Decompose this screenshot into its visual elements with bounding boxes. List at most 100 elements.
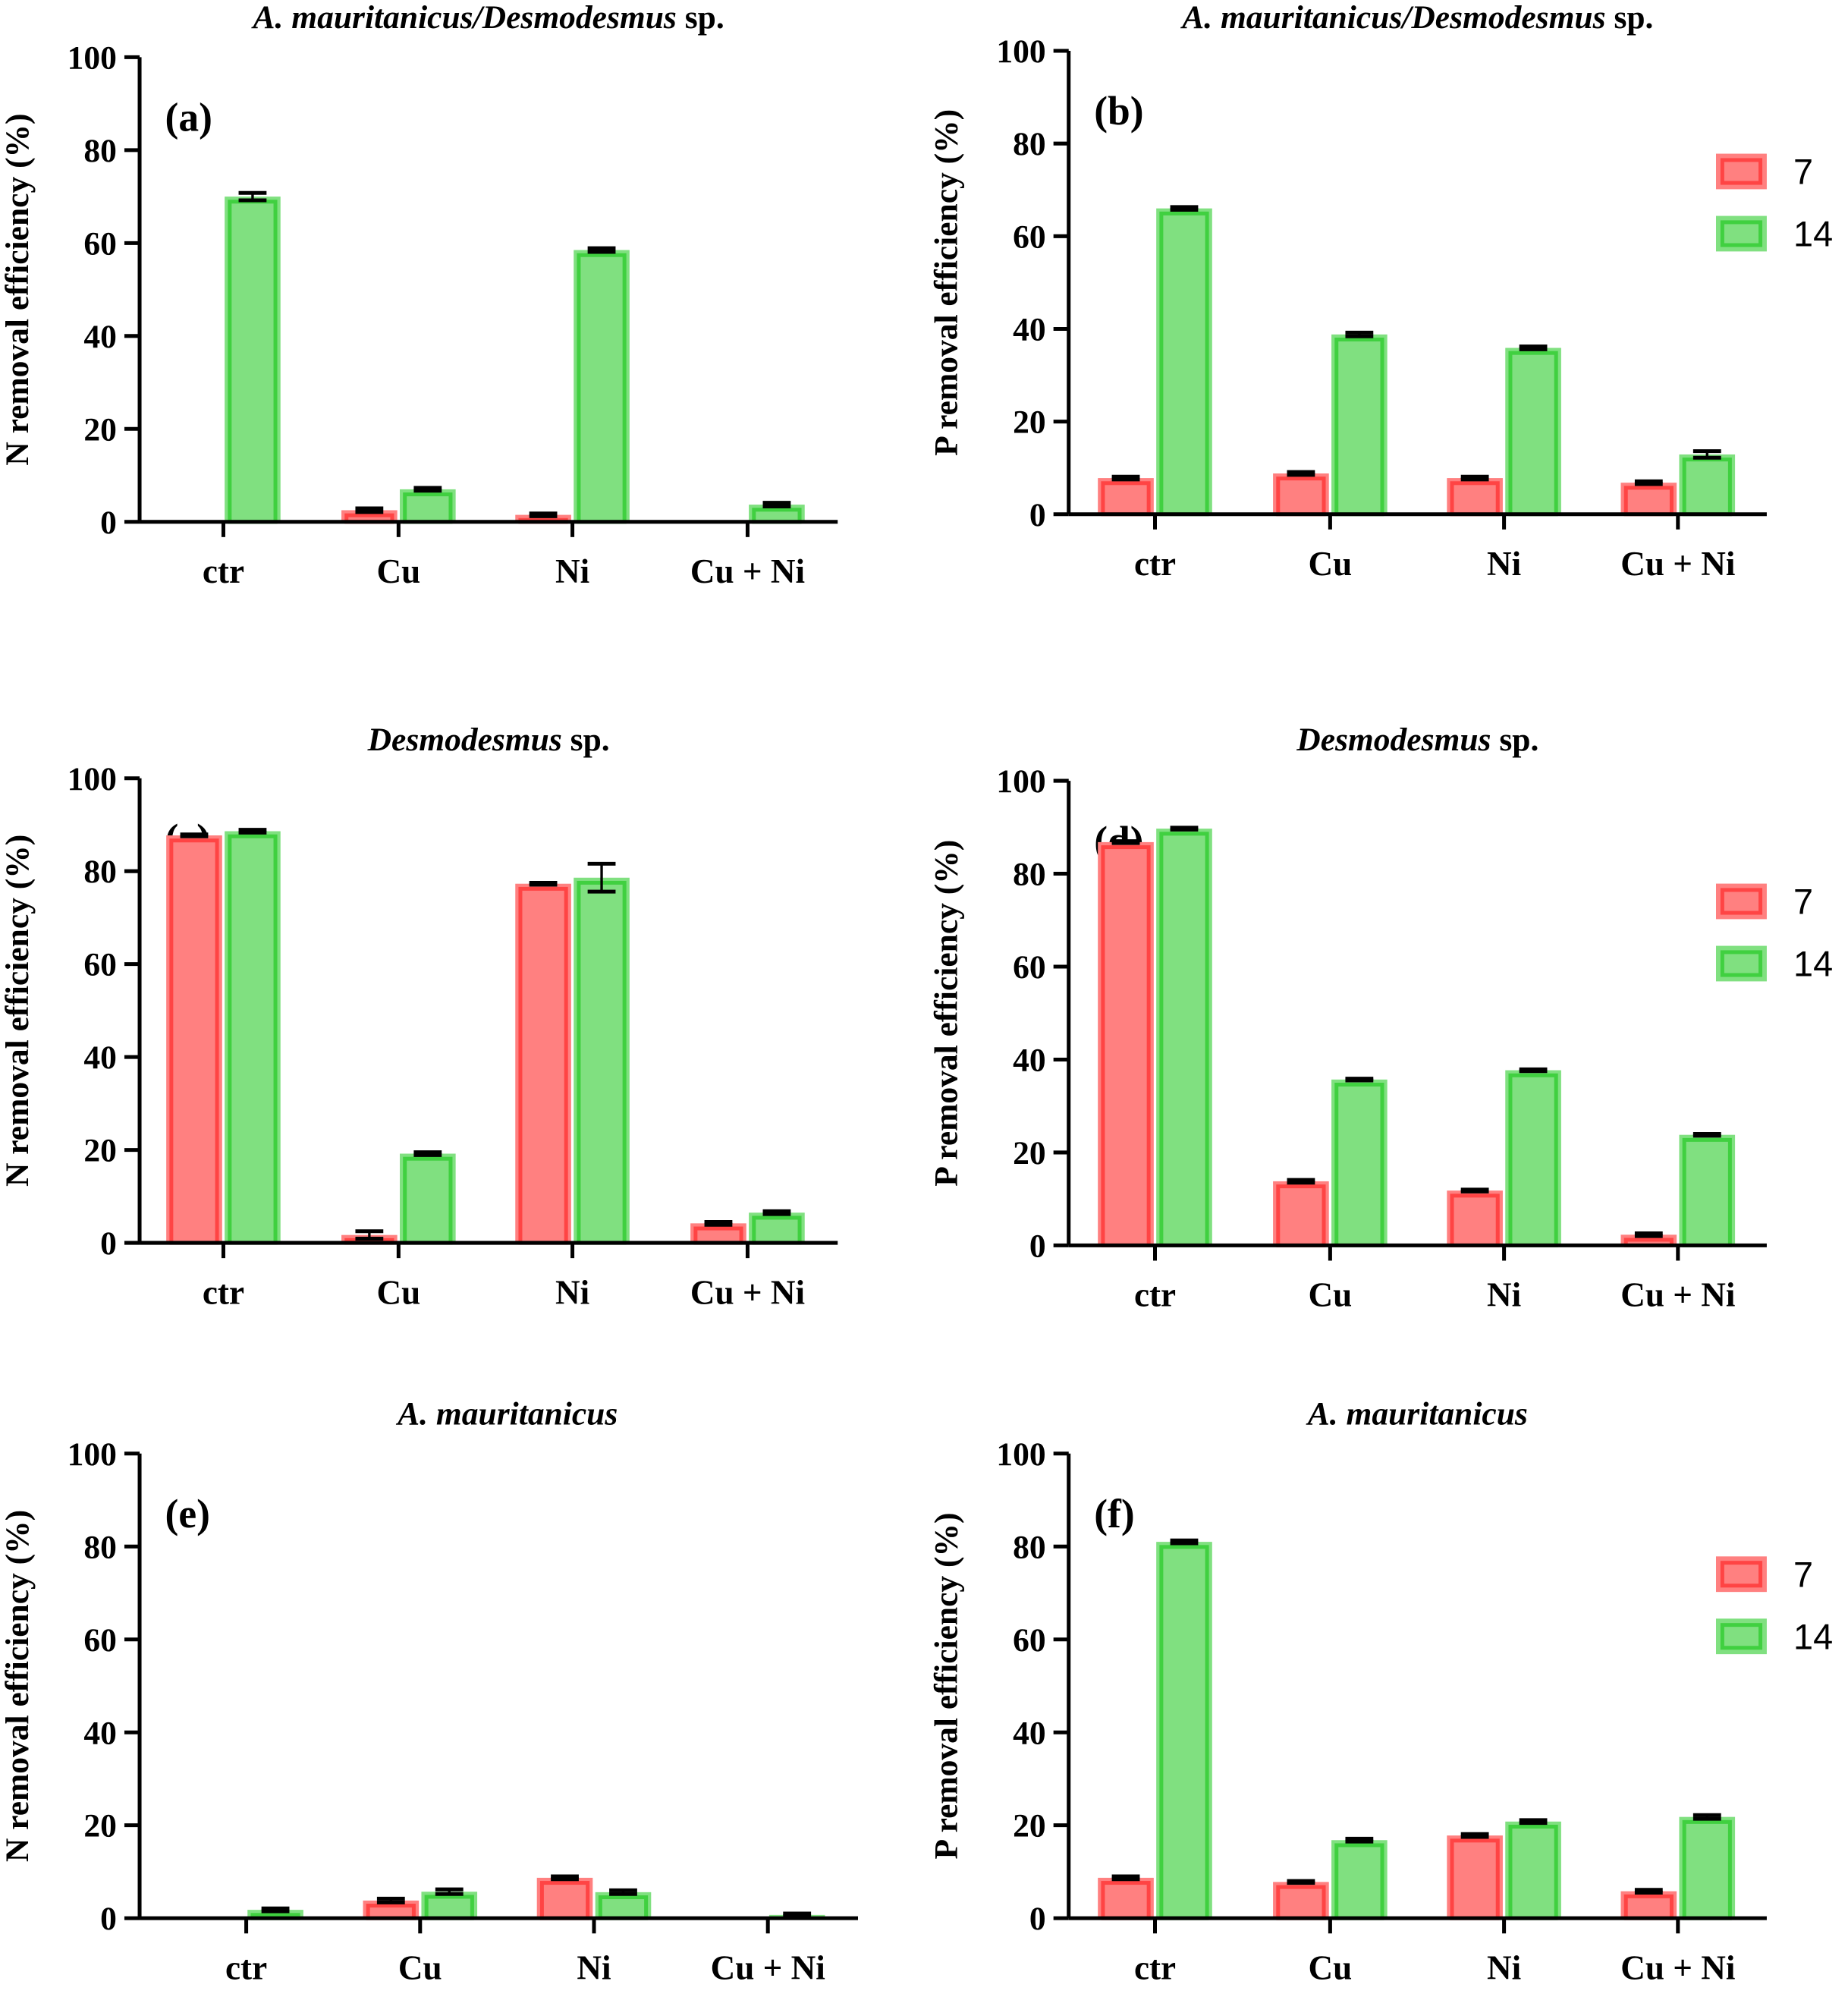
bar-day14-Cu + Ni bbox=[1679, 1134, 1736, 1246]
chart-title: Desmodesmus sp. bbox=[367, 722, 610, 758]
x-tick-label: ctr bbox=[1134, 1948, 1176, 1986]
chart-title-italic: Desmodesmus bbox=[367, 722, 562, 758]
y-tick-label: 100 bbox=[68, 761, 117, 797]
y-tick-label: 20 bbox=[83, 1133, 117, 1169]
y-axis-label: N removal efficiency (%) bbox=[0, 835, 36, 1187]
x-tick-label: Cu bbox=[376, 1273, 420, 1311]
x-tick-label: ctr bbox=[203, 552, 244, 590]
chart-panel-d: Desmodesmus sp.(d)P removal efficiency (… bbox=[929, 722, 1834, 1314]
x-tick-label: Ni bbox=[555, 552, 589, 590]
y-tick-label: 40 bbox=[83, 319, 117, 355]
x-tick-label: Cu + Ni bbox=[1620, 1948, 1735, 1986]
bar-day7-Ni bbox=[1447, 1835, 1503, 1919]
chart-panel-a: A. mauritanicus/Desmodesmus sp. (a) N remo… bbox=[0, 0, 838, 590]
chart-title: A. mauritanicus bbox=[395, 1395, 618, 1432]
x-tick-label: Cu + Ni bbox=[711, 1948, 825, 1986]
y-tick-label: 80 bbox=[1013, 857, 1046, 893]
y-tick-label: 80 bbox=[83, 854, 117, 890]
y-tick-label: 60 bbox=[83, 947, 117, 983]
chart-title-plain: sp. bbox=[562, 722, 610, 758]
x-tick-label: Cu bbox=[376, 552, 420, 590]
y-axis-label: N removal efficiency (%) bbox=[0, 113, 36, 465]
legend-swatch-outline bbox=[1720, 888, 1763, 915]
y-tick-label: 100 bbox=[68, 1436, 117, 1473]
chart-title: A. mauritanicus/Desmodesmus sp. bbox=[251, 0, 724, 36]
bar-day14-ctr bbox=[1156, 1542, 1212, 1919]
y-axis-label: P removal efficiency (%) bbox=[929, 109, 965, 456]
chart-title-italic: Desmodesmus bbox=[1296, 722, 1491, 758]
legend-label-7: 7 bbox=[1793, 1555, 1813, 1594]
bar-day14-Cu + Ni bbox=[1679, 1816, 1736, 1919]
legend-swatch-outline bbox=[1720, 1623, 1763, 1650]
x-tick-label: Ni bbox=[1487, 1276, 1521, 1314]
panel-label: (e) bbox=[165, 1491, 210, 1536]
panel-label: (f) bbox=[1094, 1491, 1134, 1536]
x-tick-label: ctr bbox=[1134, 545, 1176, 583]
y-axis-label: N removal efficiency (%) bbox=[0, 1510, 36, 1862]
chart-title: A. mauritanicus/Desmodesmus sp. bbox=[1180, 0, 1653, 36]
y-tick-label: 60 bbox=[1013, 219, 1046, 255]
x-tick-label: Cu + Ni bbox=[690, 552, 805, 590]
y-tick-label: 0 bbox=[1029, 1228, 1046, 1264]
y-tick-label: 60 bbox=[1013, 1622, 1046, 1659]
y-tick-label: 20 bbox=[1013, 404, 1046, 441]
chart-panel-f: A. mauritanicus (f) P removal efficiency (… bbox=[929, 1395, 1834, 1986]
legend-swatch-outline bbox=[1720, 950, 1763, 977]
x-tick-label: ctr bbox=[203, 1273, 244, 1311]
x-tick-label: Ni bbox=[555, 1273, 589, 1311]
x-tick-label: ctr bbox=[1134, 1276, 1176, 1314]
bar-day7-ctr bbox=[1098, 841, 1154, 1246]
bar-day14-Ni bbox=[1505, 348, 1561, 514]
y-tick-label: 60 bbox=[83, 225, 117, 262]
y-tick-label: 0 bbox=[1029, 497, 1046, 533]
x-tick-label: Ni bbox=[1487, 1948, 1521, 1986]
y-tick-label: 0 bbox=[100, 505, 117, 541]
bar-day14-Ni bbox=[1505, 1070, 1561, 1246]
y-tick-label: 100 bbox=[68, 39, 117, 76]
legend-label-14: 14 bbox=[1793, 1617, 1833, 1656]
bar-day14-Ni bbox=[574, 877, 630, 1244]
y-tick-label: 20 bbox=[83, 1808, 117, 1844]
bar-day7-Ni bbox=[1447, 1190, 1503, 1246]
panel-label: (a) bbox=[165, 94, 212, 140]
chart-title-italic: A. mauritanicus/Desmodesmus bbox=[1180, 0, 1605, 36]
legend-label-14: 14 bbox=[1793, 215, 1833, 254]
y-tick-label: 40 bbox=[1013, 1715, 1046, 1751]
x-tick-label: ctr bbox=[225, 1948, 267, 1986]
y-tick-label: 80 bbox=[1013, 1529, 1046, 1565]
chart-title-plain: sp. bbox=[1606, 0, 1654, 36]
y-tick-label: 60 bbox=[1013, 949, 1046, 986]
x-tick-label: Ni bbox=[577, 1948, 611, 1986]
y-tick-label: 0 bbox=[100, 1901, 117, 1937]
y-tick-label: 40 bbox=[83, 1715, 117, 1751]
y-axis-label: P removal efficiency (%) bbox=[929, 1512, 965, 1859]
x-tick-label: Cu + Ni bbox=[1620, 1276, 1735, 1314]
legend-swatch-outline bbox=[1720, 1561, 1763, 1588]
chart-title: A. mauritanicus bbox=[1306, 1395, 1528, 1432]
chart-title-plain: sp. bbox=[1491, 722, 1538, 758]
y-tick-label: 0 bbox=[100, 1225, 117, 1262]
chart-panel-e: A. mauritanicus (e) N removal efficiency (… bbox=[0, 1395, 858, 1986]
panel-label: (b) bbox=[1094, 88, 1143, 134]
bar-day14-Cu bbox=[1331, 1840, 1388, 1919]
bar-day14-Cu bbox=[1331, 334, 1388, 514]
chart-title-italic: A. mauritanicus/Desmodesmus bbox=[251, 0, 677, 36]
bar-day14-Ni bbox=[574, 250, 630, 522]
y-tick-label: 0 bbox=[1029, 1901, 1046, 1937]
legend-swatch-outline bbox=[1720, 158, 1763, 185]
y-tick-label: 20 bbox=[1013, 1808, 1046, 1844]
y-axis-label: P removal efficiency (%) bbox=[929, 840, 965, 1187]
y-tick-label: 80 bbox=[83, 133, 117, 169]
chart-title-plain: sp. bbox=[677, 0, 724, 36]
bar-day14-ctr bbox=[225, 197, 281, 522]
bar-day14-Cu + Ni bbox=[1679, 454, 1736, 514]
bar-day7-ctr bbox=[166, 835, 222, 1244]
y-tick-label: 40 bbox=[1013, 312, 1046, 348]
bar-day14-ctr bbox=[1156, 829, 1212, 1246]
y-tick-label: 100 bbox=[996, 1436, 1045, 1473]
y-tick-label: 100 bbox=[996, 33, 1045, 70]
y-tick-label: 20 bbox=[83, 411, 117, 448]
chart-title-italic: A. mauritanicus bbox=[395, 1395, 618, 1432]
bar-day14-Cu bbox=[400, 1153, 456, 1244]
